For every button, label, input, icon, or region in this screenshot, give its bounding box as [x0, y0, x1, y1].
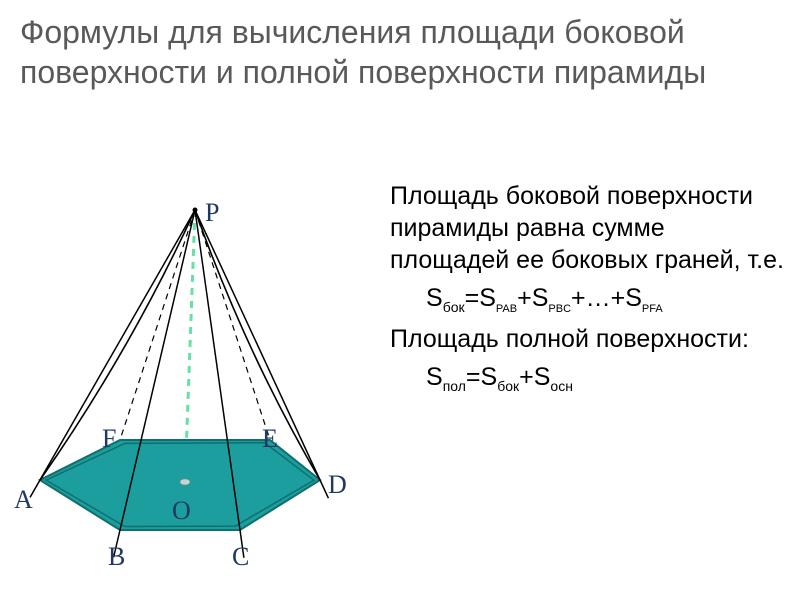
f2-eq: =S — [466, 363, 497, 391]
f2-s1: бок — [497, 378, 519, 394]
f1-plus2: +…+S — [571, 284, 642, 312]
page-title: Формулы для вычисления площади боковой п… — [20, 12, 780, 92]
f2-plus: +S — [519, 363, 550, 391]
formula-total: Sпол=Sбок+Sосн — [426, 361, 790, 396]
f2-lhs-sub: пол — [443, 378, 466, 394]
label-B: B — [108, 542, 125, 572]
paragraph-2: Площадь полной поверхности: — [390, 323, 790, 355]
f1-plus1: +S — [517, 284, 548, 312]
f1-lhs: S — [426, 284, 443, 312]
pyramid-svg — [10, 180, 380, 580]
f1-eq: =S — [465, 284, 496, 312]
f2-lhs: S — [426, 363, 443, 391]
label-F: F — [102, 424, 116, 454]
label-A: A — [14, 485, 33, 515]
f1-lhs-sub: бок — [443, 299, 465, 315]
text-column: Площадь боковой поверхности пирамиды рав… — [390, 180, 790, 402]
formula-lateral: Sбок=SPAB+SPBC+…+SPFA — [426, 282, 790, 317]
paragraph-1: Площадь боковой поверхности пирамиды рав… — [390, 180, 790, 276]
f1-s3: PFA — [642, 303, 663, 315]
label-E: E — [262, 424, 278, 454]
f1-s1: PAB — [496, 303, 517, 315]
f1-s2: PBC — [548, 303, 571, 315]
label-C: C — [232, 542, 249, 572]
label-P: P — [205, 198, 219, 228]
f2-s2: осн — [550, 378, 573, 394]
label-O: O — [172, 496, 191, 526]
pyramid-diagram: P A B C D E F O — [10, 180, 380, 580]
label-D: D — [328, 470, 347, 500]
